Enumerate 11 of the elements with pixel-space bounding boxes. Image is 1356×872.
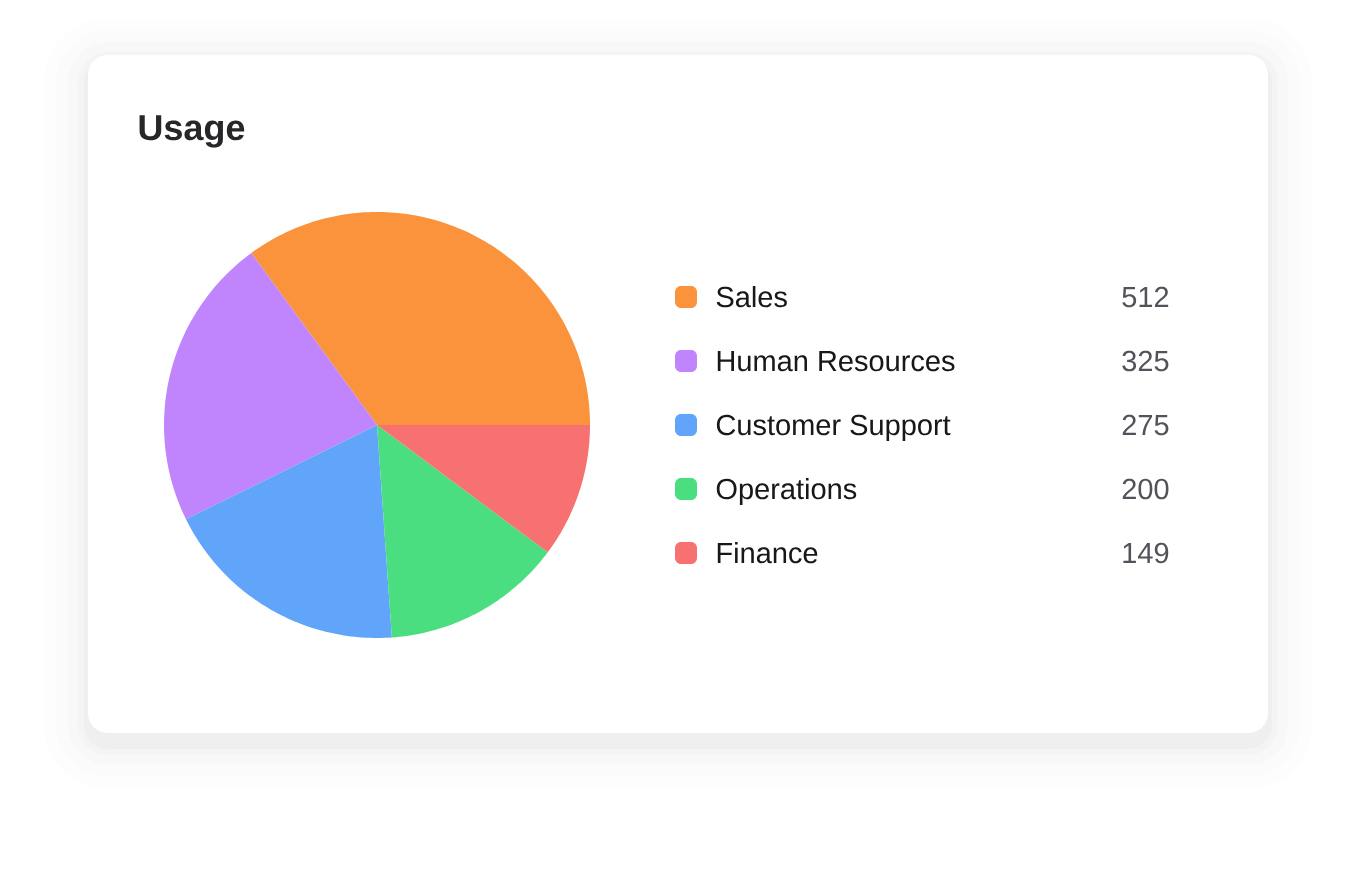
legend-label: Human Resources xyxy=(717,351,955,372)
data-label: 512 xyxy=(1122,286,1169,308)
chart-title: Usage xyxy=(139,115,245,148)
data-label: 325 xyxy=(1122,350,1169,372)
data-label: 275 xyxy=(1122,414,1169,436)
legend-label: Customer Support xyxy=(716,414,951,442)
legend-label: Finance xyxy=(717,541,818,564)
legend-label: Sales xyxy=(716,285,787,308)
data-label: 200 xyxy=(1122,478,1169,500)
legend-label: Operations xyxy=(716,477,857,506)
data-label: 149 xyxy=(1123,542,1169,564)
